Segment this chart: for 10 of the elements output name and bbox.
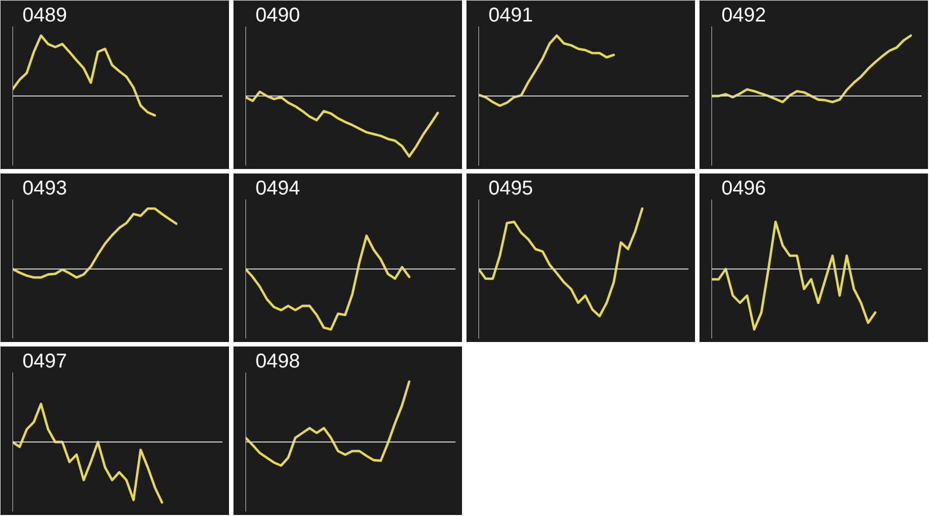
chart-title: 0496 <box>722 178 766 200</box>
chart-title: 0491 <box>488 4 533 26</box>
chart-title: 0494 <box>256 178 300 200</box>
chart-title: 0492 <box>722 4 766 26</box>
chart-title: 0489 <box>22 4 67 26</box>
chart-title: 0497 <box>22 350 67 372</box>
chart-title: 0498 <box>256 350 300 372</box>
chart-title: 0490 <box>256 4 300 26</box>
chart-title: 0495 <box>488 178 533 200</box>
chart-title: 0493 <box>22 178 67 200</box>
